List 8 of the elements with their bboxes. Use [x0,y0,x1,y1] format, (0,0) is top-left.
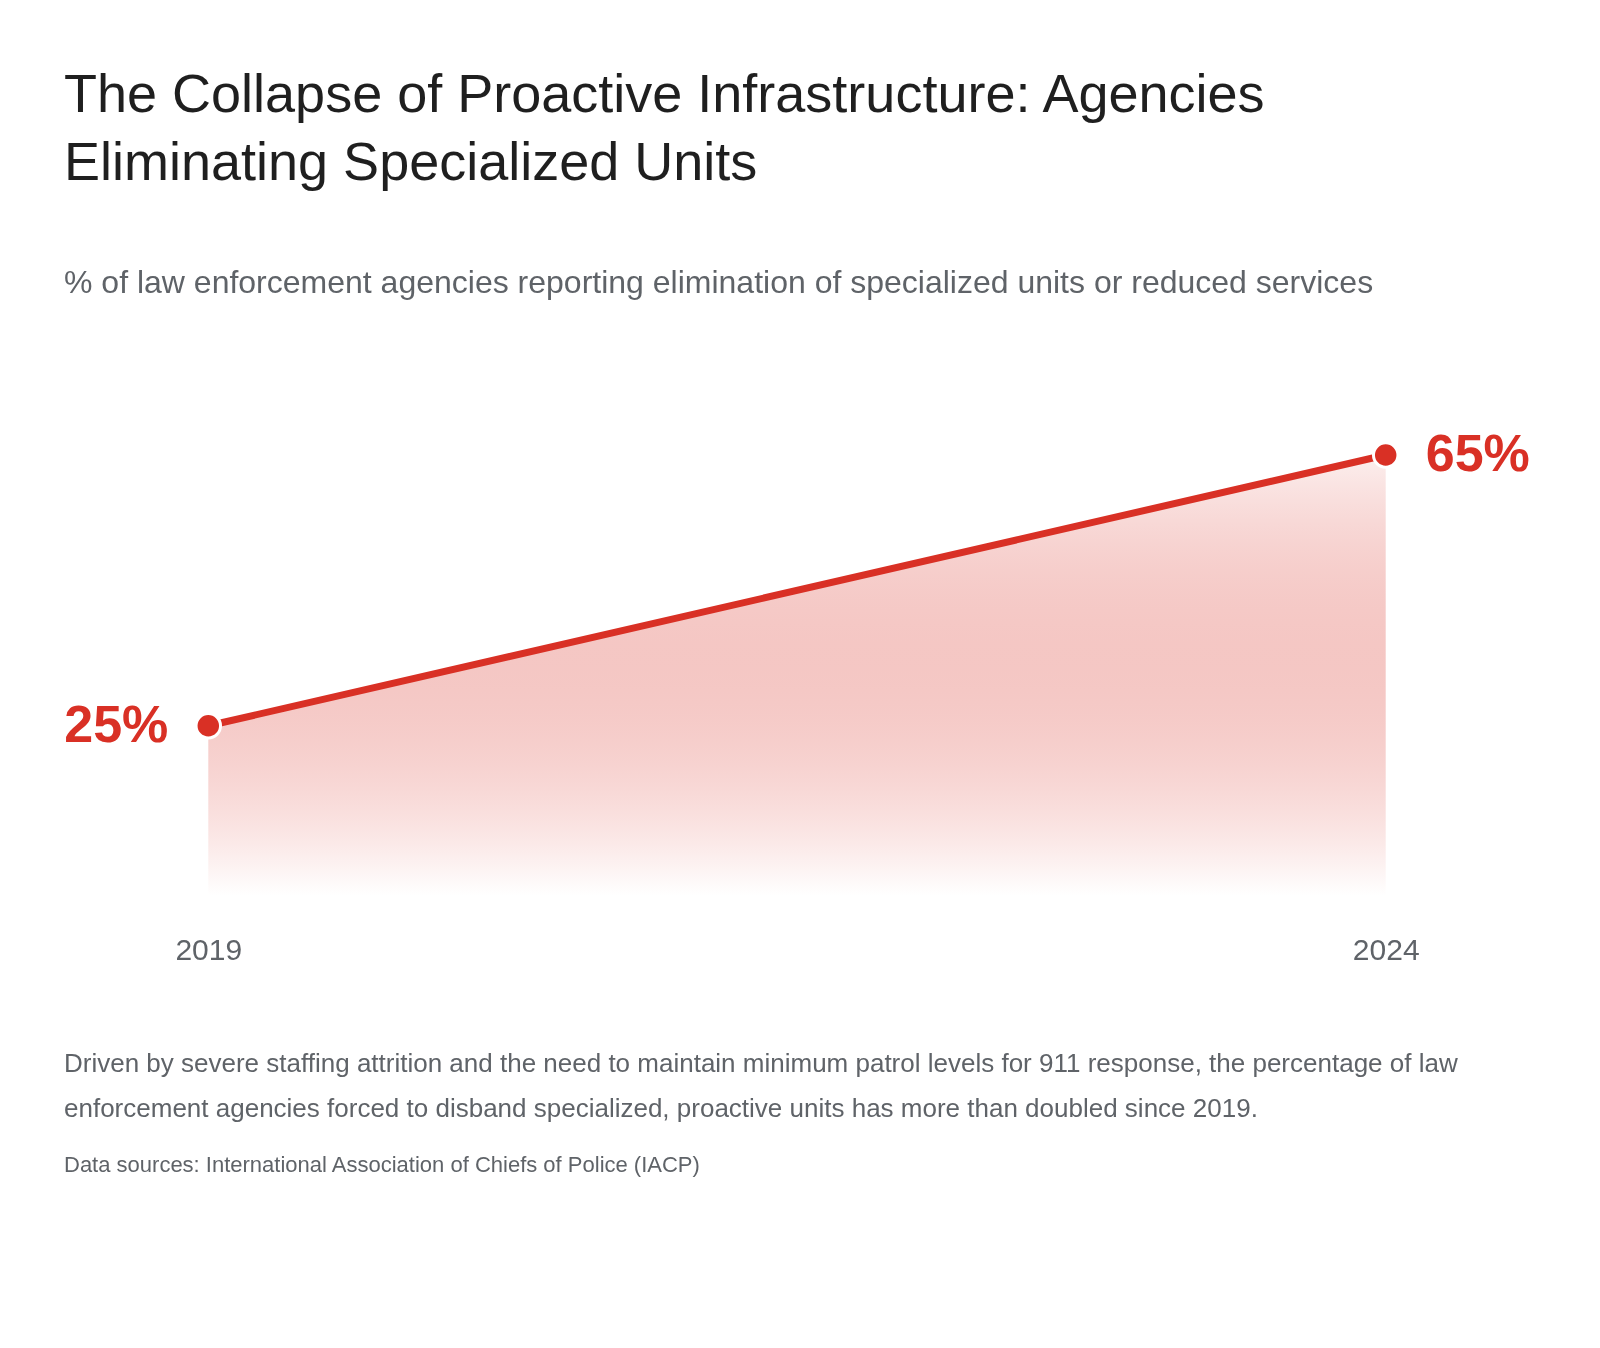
text: Driven by severe staffing attrition and the need to maintain minimum patrol levels for 911 response, the percentage of law enforcement agencies forced to disband specialized, proactive units has more than doubled since 2019. [64,1047,1459,1125]
x-tick-label: 2024 [1352,932,1420,966]
chart-title: The Collapse of Proactive Infrastructure: Agencies Eliminating Specialized Units [64,62,1266,193]
data-label: 25% [64,695,169,754]
text: Data sources: International Association of Chiefs of Police (IACP) [64,1151,701,1178]
data-label: 65% [1425,424,1530,483]
chart-subtitle: % of law enforcement agencies reporting elimination of specialized units or reduced services [64,263,1375,302]
x-tick-label: 2019 [175,932,243,966]
